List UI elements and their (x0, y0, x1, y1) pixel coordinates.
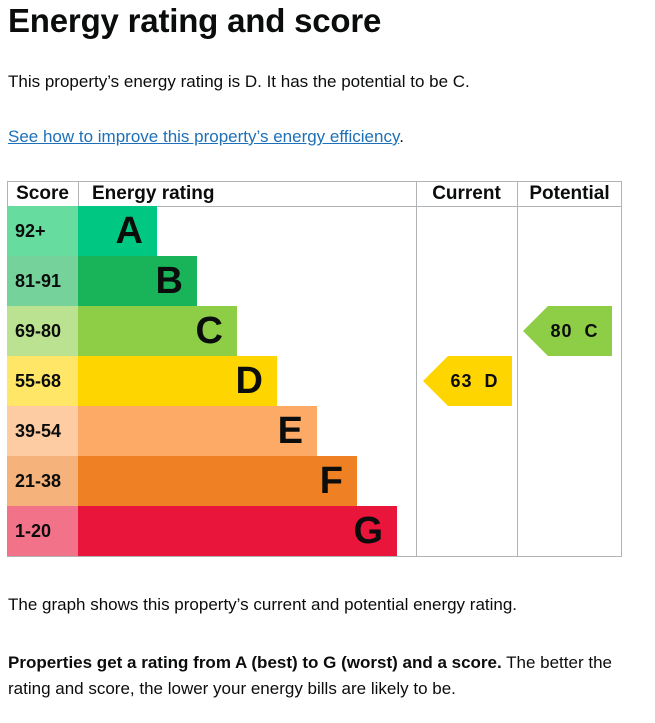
current-rating-arrow: 63 D (423, 356, 512, 406)
page-title: Energy rating and score (8, 2, 382, 39)
chart-border-bottom (7, 556, 622, 557)
rating-bar-b: B (78, 256, 197, 306)
rating-letter-g: G (353, 510, 383, 552)
header-current: Current (432, 183, 501, 204)
score-band-c: 69-80 (7, 306, 78, 356)
col-divider-current (416, 181, 417, 556)
header-divider (7, 206, 622, 207)
header-score: Score (16, 183, 69, 204)
rating-letter-f: F (319, 460, 343, 502)
chart-border-top (7, 181, 622, 182)
score-band-f: 21-38 (7, 456, 78, 506)
rating-bar-a: A (78, 206, 157, 256)
rating-letter-e: E (277, 410, 303, 452)
graph-description: The graph shows this property’s current … (8, 595, 518, 614)
rating-bar-e: E (78, 406, 317, 456)
rating-letter-a: A (115, 210, 143, 252)
rating-letter-b: B (155, 260, 183, 302)
rating-bar-d: D (78, 356, 277, 406)
rating-bar-f: F (78, 456, 357, 506)
rating-explanation: Properties get a rating from A (best) to… (8, 650, 648, 702)
rating-bar-g: G (78, 506, 397, 556)
rating-bar-c: C (78, 306, 237, 356)
col-divider-potential (517, 181, 518, 556)
rating-letter-d: D (235, 360, 263, 402)
score-band-a: 92+ (7, 206, 78, 256)
potential-rating-arrow: 80 C (523, 306, 612, 356)
rating-letter-c: C (195, 310, 223, 352)
energy-rating-chart: Score Energy rating Current Potential 92… (7, 181, 622, 557)
intro-text: This property’s energy rating is D. It h… (8, 72, 470, 91)
chart-border-right (621, 181, 622, 557)
rating-explanation-rest: The better the rating and score, the low… (8, 653, 612, 698)
header-energy-rating: Energy rating (92, 183, 215, 204)
score-band-b: 81-91 (7, 256, 78, 306)
score-band-d: 55-68 (7, 356, 78, 406)
improve-efficiency-link[interactable]: See how to improve this property’s energ… (8, 127, 400, 146)
improve-link-line: See how to improve this property’s energ… (8, 127, 404, 147)
header-potential: Potential (529, 183, 610, 204)
header-col-divider-score (78, 181, 79, 206)
score-band-g: 1-20 (7, 506, 78, 556)
rating-explanation-bold: Properties get a rating from A (best) to… (8, 653, 502, 672)
score-band-e: 39-54 (7, 406, 78, 456)
link-suffix: . (399, 127, 404, 146)
